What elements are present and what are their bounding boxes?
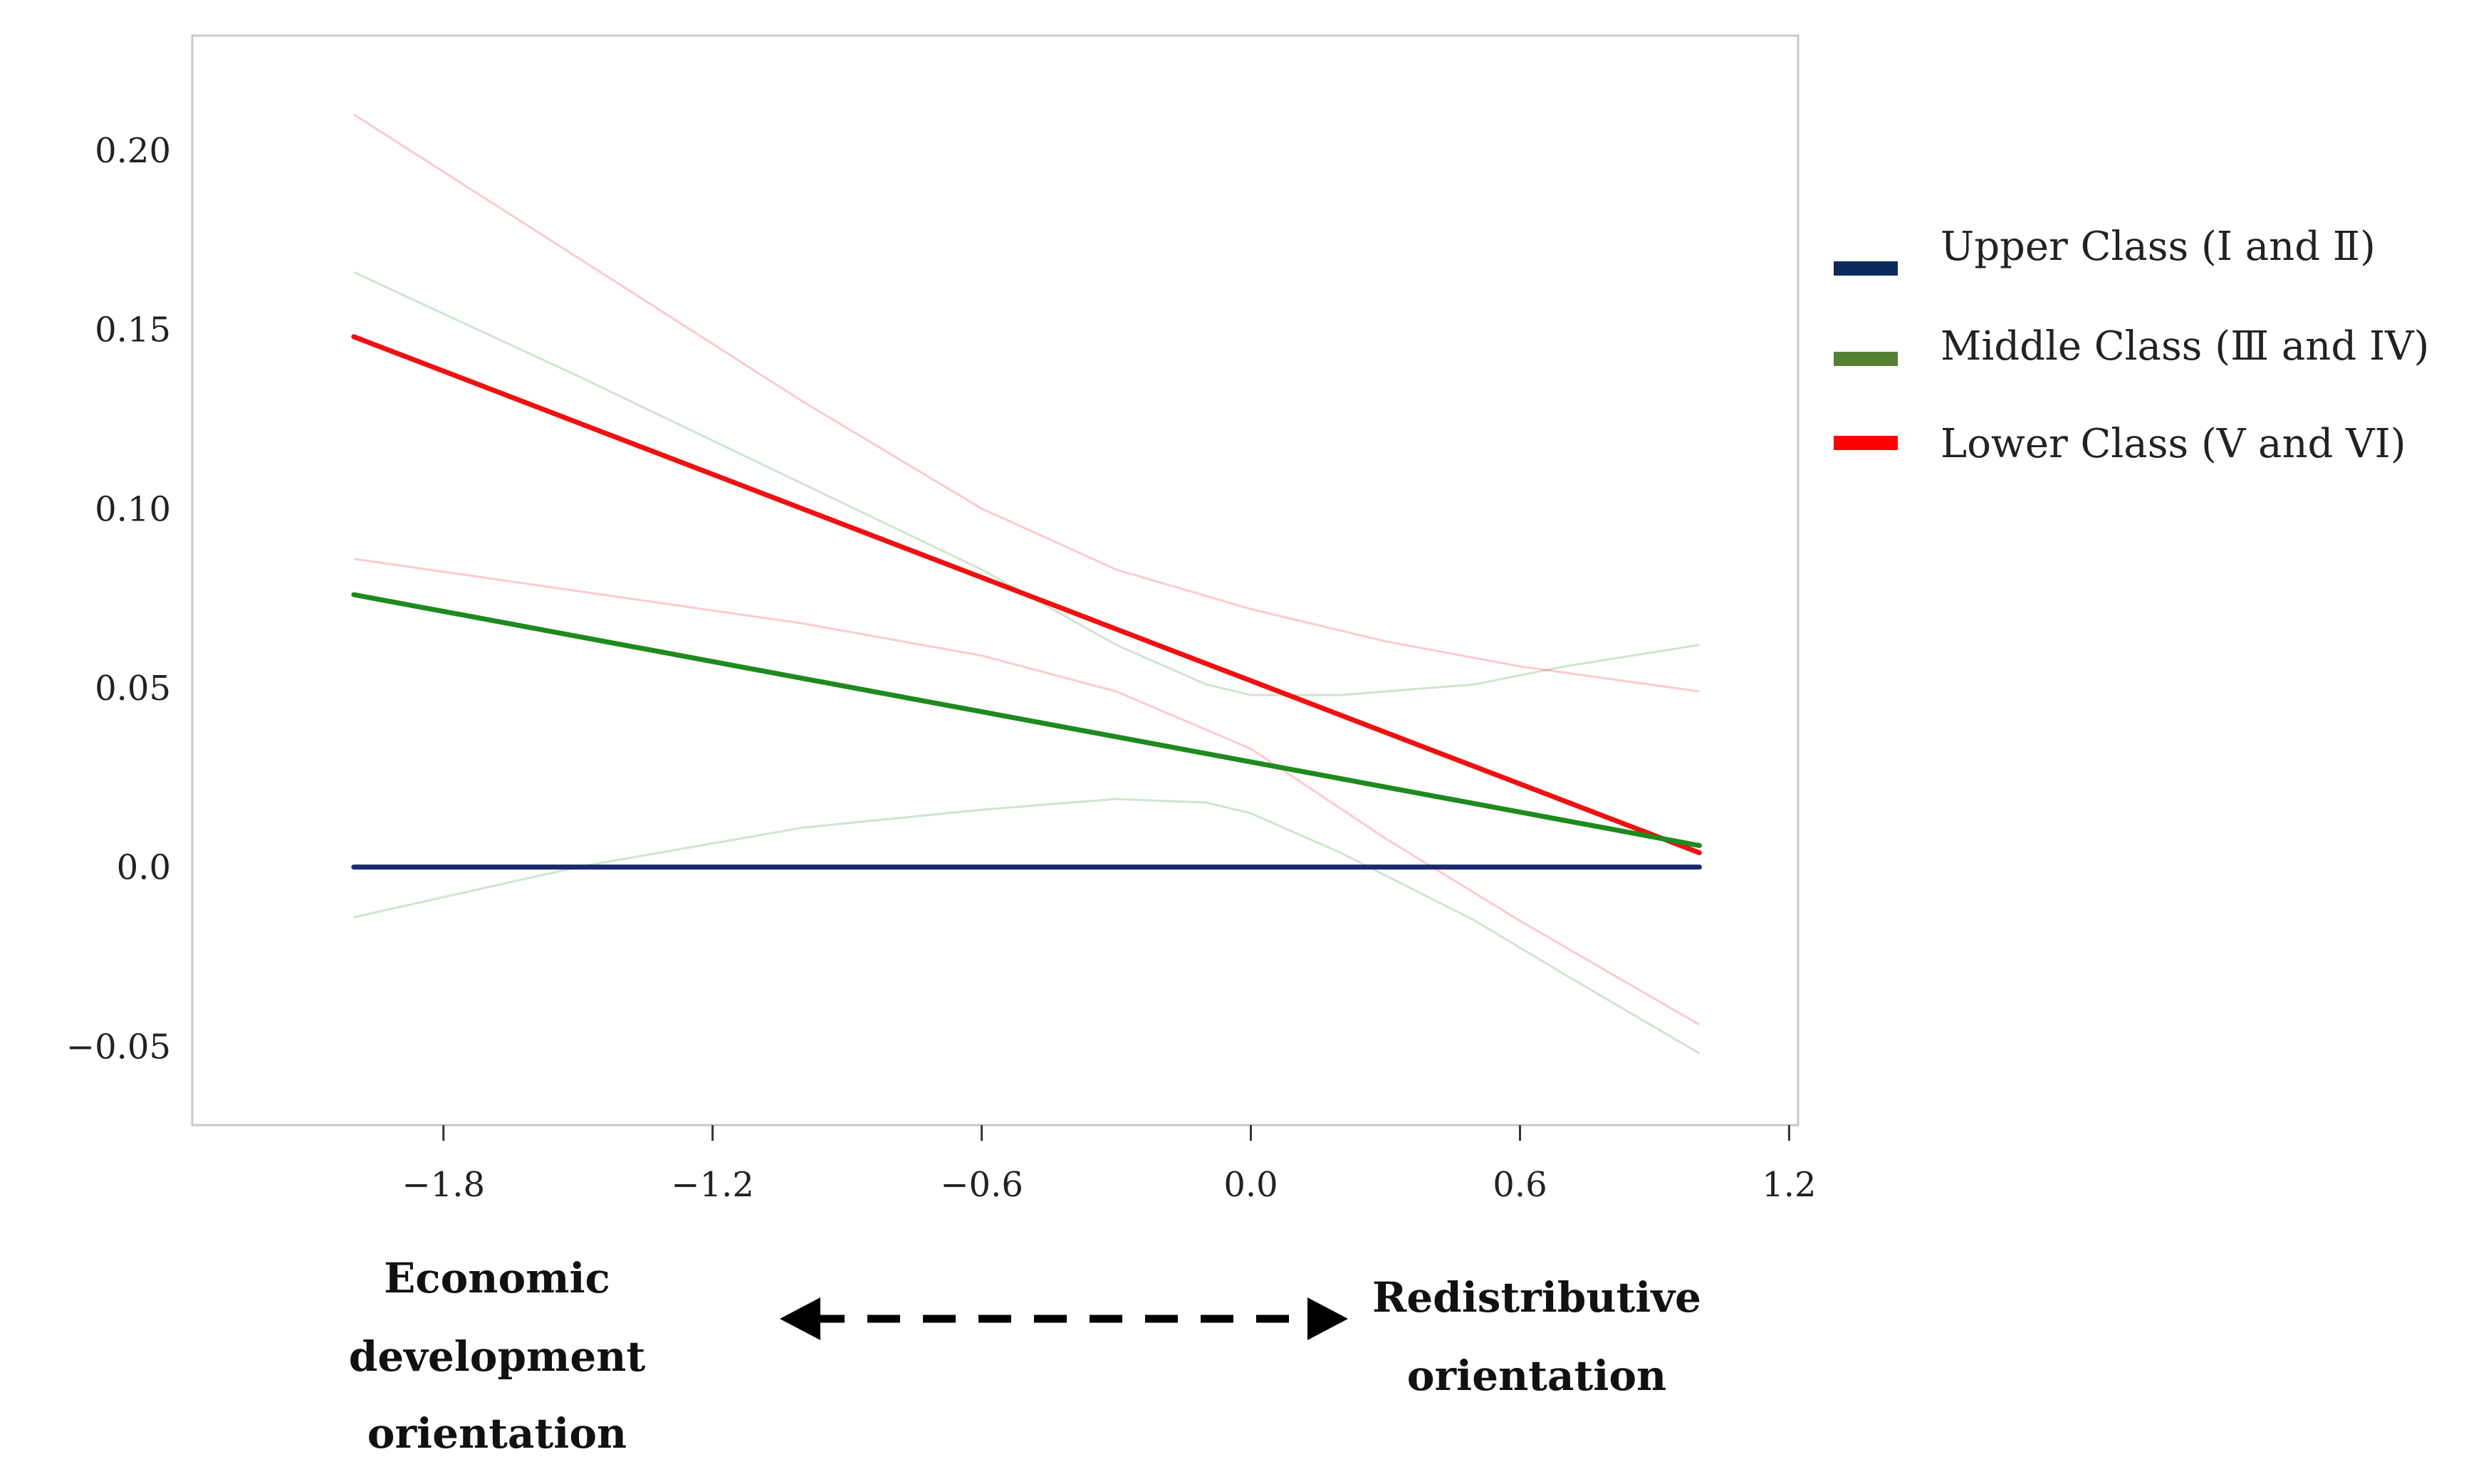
x-tick-label: −0.6 bbox=[940, 1165, 1023, 1205]
double-arrow bbox=[780, 1297, 1348, 1340]
legend-label-upper-class: Upper Class (I and Ⅱ) bbox=[1941, 224, 2376, 270]
footer-left-line-2: development bbox=[349, 1332, 646, 1381]
arrow-head-left-icon bbox=[780, 1297, 820, 1340]
x-tick-label: 0.0 bbox=[1223, 1165, 1278, 1205]
footer-left-label: Economic development orientation bbox=[349, 1254, 646, 1458]
legend-label-middle-class: Middle Class (Ⅲ and IV) bbox=[1941, 323, 2429, 370]
legend-swatch-lower-class bbox=[1834, 436, 1898, 450]
arrow-head-right-icon bbox=[1307, 1297, 1348, 1340]
legend-swatch-middle-class bbox=[1834, 352, 1898, 366]
legend-label-lower-class: Lower Class (V and VI) bbox=[1941, 421, 2406, 467]
y-tick-label: −0.05 bbox=[66, 1027, 171, 1067]
middle-class-and-iv-ci-upper-band bbox=[353, 271, 1700, 696]
middle-class-and-iv-ci-lower-band bbox=[353, 798, 1701, 1055]
legend-item-middle-class: Middle Class (Ⅲ and IV) bbox=[1834, 323, 2429, 370]
x-tick-label: −1.8 bbox=[402, 1165, 485, 1205]
x-tick-label: 0.6 bbox=[1493, 1165, 1547, 1205]
y-tick-label: 0.0 bbox=[117, 848, 171, 888]
y-tick-label: 0.05 bbox=[95, 669, 171, 709]
series-line-middle-class-and-iv bbox=[351, 592, 1702, 848]
lower-class-v-and-vi-ci-upper-band bbox=[352, 113, 1700, 693]
series-lines bbox=[351, 334, 1702, 870]
legend-swatch-upper-class bbox=[1834, 261, 1898, 276]
lower-class-v-and-vi-ci-lower-band bbox=[353, 558, 1701, 1026]
y-tick-label: 0.10 bbox=[95, 489, 171, 529]
axes-layer: −1.8 −1.2 −0.6 0.0 0.6 1.2 0.20 0.15 0.10 0.05 0.0… bbox=[66, 131, 1817, 1205]
legend-item-upper-class: Upper Class (I and Ⅱ) bbox=[1834, 224, 2376, 276]
series-line-lower-class-v-and-vi bbox=[351, 334, 1702, 855]
y-tick-label: 0.20 bbox=[95, 131, 171, 171]
x-tick-label: −1.2 bbox=[671, 1165, 754, 1205]
legend: Upper Class (I and Ⅱ) Middle Class (Ⅲ an… bbox=[1834, 224, 2429, 467]
x-tick-label: 1.2 bbox=[1762, 1165, 1816, 1205]
footer-right-line-1: Redistributive bbox=[1372, 1273, 1701, 1322]
y-tick-label: 0.15 bbox=[95, 310, 171, 350]
footer-left-line-3: orientation bbox=[367, 1409, 627, 1458]
footer-left-line-1: Economic bbox=[384, 1254, 610, 1302]
footer-right-label: Redistributive orientation bbox=[1372, 1273, 1701, 1400]
confidence-bands bbox=[352, 113, 1701, 1055]
legend-item-lower-class: Lower Class (V and VI) bbox=[1834, 421, 2406, 467]
footer-right-line-2: orientation bbox=[1407, 1352, 1666, 1400]
